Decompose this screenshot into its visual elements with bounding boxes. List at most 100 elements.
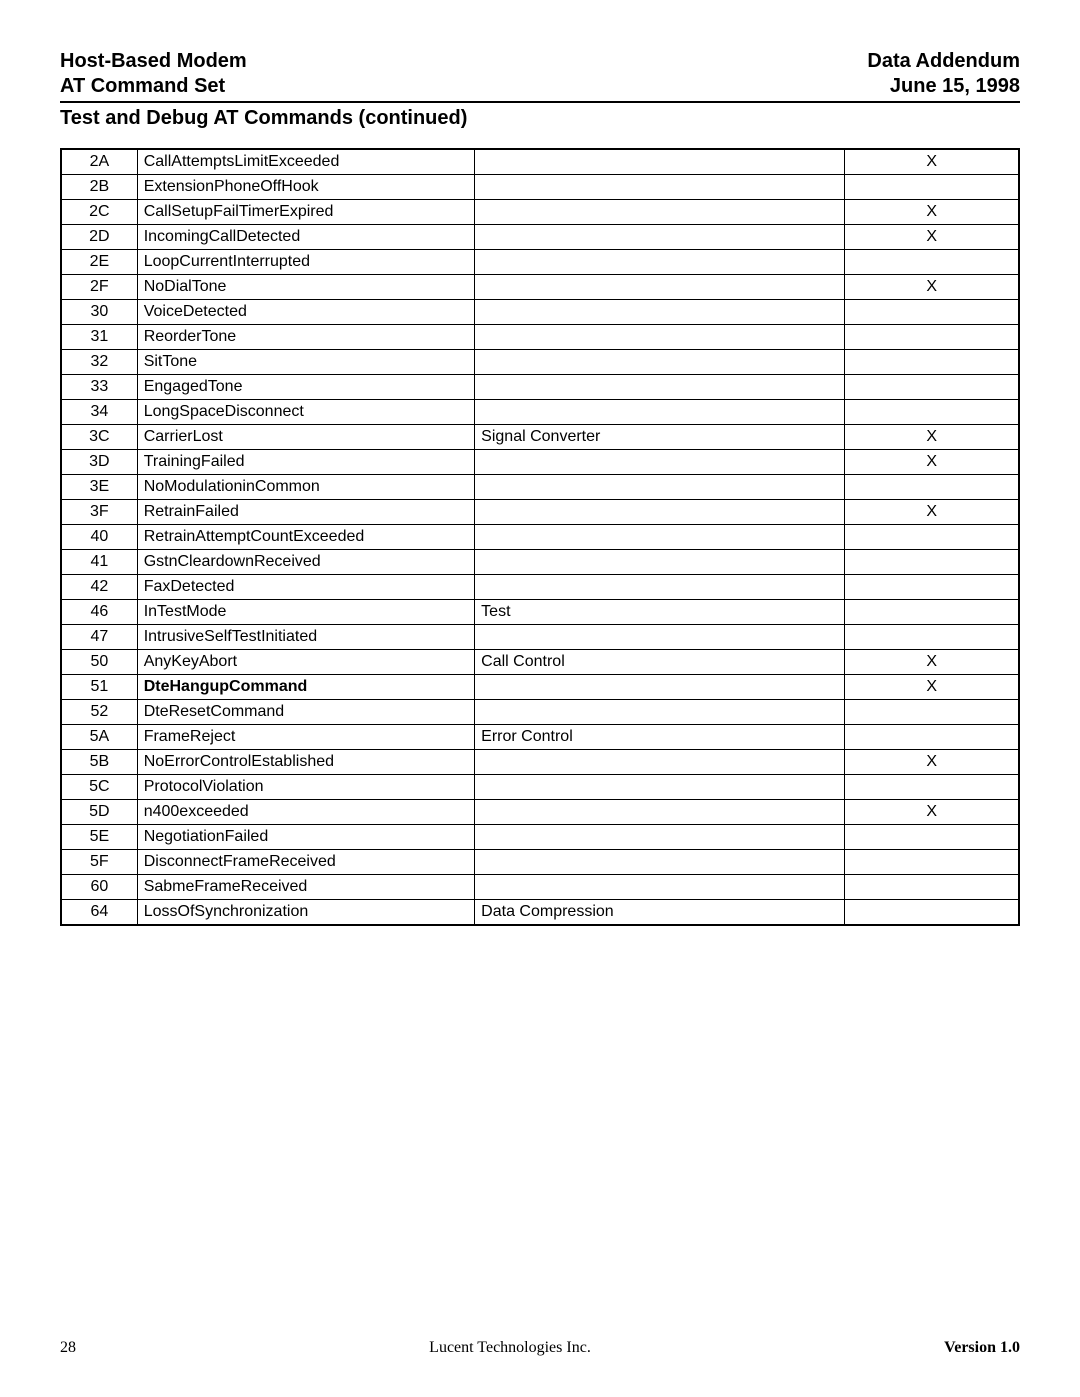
table-row: 2CCallSetupFailTimerExpiredX [61,200,1019,225]
cell-category [475,225,845,250]
cell-code: 51 [61,675,137,700]
cell-flag: X [845,149,1019,175]
cell-name: AnyKeyAbort [137,650,474,675]
header-divider [60,101,1020,103]
cell-name: NoErrorControlEstablished [137,750,474,775]
document-page: Host-Based Modem Data Addendum AT Comman… [0,0,1080,1397]
cell-name: LossOfSynchronization [137,900,474,926]
cell-category [475,400,845,425]
table-row: 52DteResetCommand [61,700,1019,725]
cell-code: 3F [61,500,137,525]
cell-code: 52 [61,700,137,725]
cell-name: ProtocolViolation [137,775,474,800]
table-row: 47IntrusiveSelfTestInitiated [61,625,1019,650]
cell-code: 2E [61,250,137,275]
cell-flag [845,775,1019,800]
cell-flag [845,325,1019,350]
cell-flag [845,625,1019,650]
cell-name: NoDialTone [137,275,474,300]
cell-name: CallAttemptsLimitExceeded [137,149,474,175]
cell-code: 5F [61,850,137,875]
cell-code: 32 [61,350,137,375]
cell-code: 46 [61,600,137,625]
cell-flag [845,575,1019,600]
cell-name: FaxDetected [137,575,474,600]
table-row: 5FDisconnectFrameReceived [61,850,1019,875]
section-title: Test and Debug AT Commands (continued) [60,107,1020,130]
table-row: 40RetrainAttemptCountExceeded [61,525,1019,550]
cell-flag [845,550,1019,575]
cell-code: 50 [61,650,137,675]
cell-code: 40 [61,525,137,550]
cell-category [475,475,845,500]
cell-code: 5A [61,725,137,750]
cell-code: 3D [61,450,137,475]
cell-category [475,325,845,350]
table-row: 41GstnCleardownReceived [61,550,1019,575]
cell-category: Error Control [475,725,845,750]
page-number: 28 [60,1339,160,1357]
cell-code: 2F [61,275,137,300]
cell-code: 5C [61,775,137,800]
cell-name: LoopCurrentInterrupted [137,250,474,275]
table-row: 3CCarrierLostSignal ConverterX [61,425,1019,450]
header-left-bottom: AT Command Set [60,75,225,98]
cell-flag: X [845,500,1019,525]
table-row: 64LossOfSynchronizationData Compression [61,900,1019,926]
cell-name: IncomingCallDetected [137,225,474,250]
cell-category [475,625,845,650]
footer-company: Lucent Technologies Inc. [160,1339,860,1357]
header-row-1: Host-Based Modem Data Addendum [60,50,1020,73]
cell-name: CallSetupFailTimerExpired [137,200,474,225]
cell-code: 2B [61,175,137,200]
cell-category [475,750,845,775]
cell-category [475,149,845,175]
cell-category: Signal Converter [475,425,845,450]
table-row: 32SitTone [61,350,1019,375]
table-row: 3ENoModulationinCommon [61,475,1019,500]
cell-code: 2A [61,149,137,175]
cell-name: TrainingFailed [137,450,474,475]
cell-category [475,200,845,225]
cell-category [475,550,845,575]
header-right-bottom: June 15, 1998 [890,75,1020,98]
cell-category [475,250,845,275]
cell-flag [845,350,1019,375]
cell-name: NegotiationFailed [137,825,474,850]
table-row: 30VoiceDetected [61,300,1019,325]
cell-name: ReorderTone [137,325,474,350]
cell-flag [845,825,1019,850]
cell-name: InTestMode [137,600,474,625]
cell-name: LongSpaceDisconnect [137,400,474,425]
cell-flag [845,525,1019,550]
cell-name: GstnCleardownReceived [137,550,474,575]
cell-category [475,175,845,200]
cell-name: CarrierLost [137,425,474,450]
cell-flag [845,375,1019,400]
cell-code: 64 [61,900,137,926]
cell-flag [845,700,1019,725]
cell-flag [845,725,1019,750]
cell-code: 5E [61,825,137,850]
cell-code: 42 [61,575,137,600]
cell-category [475,800,845,825]
cell-code: 33 [61,375,137,400]
cell-name: n400exceeded [137,800,474,825]
cell-category [475,850,845,875]
cell-flag [845,475,1019,500]
cell-name: RetrainFailed [137,500,474,525]
cell-flag: X [845,425,1019,450]
table-row: 2ACallAttemptsLimitExceeded X [61,149,1019,175]
cell-category [475,575,845,600]
cell-name: EngagedTone [137,375,474,400]
cell-category: Call Control [475,650,845,675]
cell-code: 47 [61,625,137,650]
cell-code: 31 [61,325,137,350]
cell-name: FrameReject [137,725,474,750]
table-row: 60SabmeFrameReceived [61,875,1019,900]
table-row: 5CProtocolViolation [61,775,1019,800]
cell-flag: X [845,750,1019,775]
cell-category [475,700,845,725]
table-row: 31ReorderTone [61,325,1019,350]
cell-name: NoModulationinCommon [137,475,474,500]
